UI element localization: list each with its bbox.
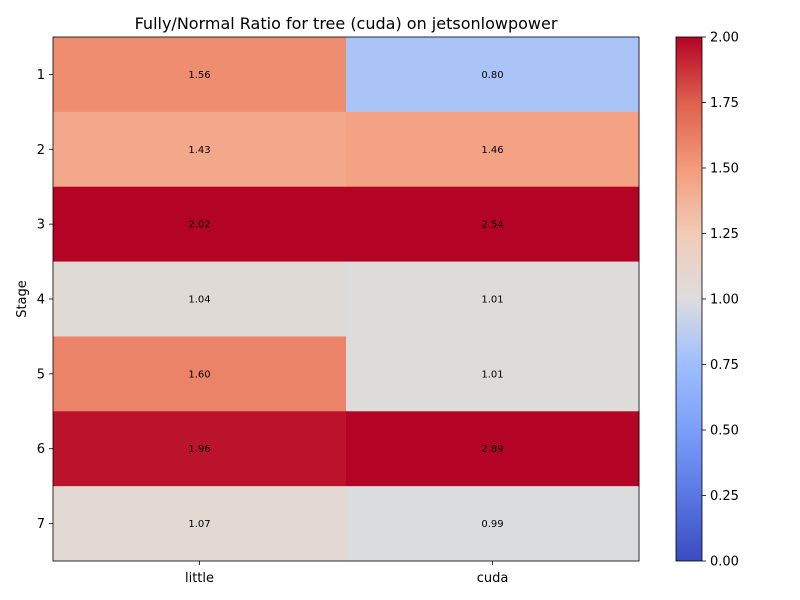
y-tick-label: 6 — [37, 442, 45, 457]
cell-value-label: 1.60 — [188, 369, 210, 380]
heatmap-cell — [346, 336, 640, 412]
colorbar-tick-label: 0.75 — [710, 358, 739, 373]
y-tick-label: 7 — [37, 517, 45, 532]
cell-value-label: 1.46 — [481, 145, 503, 156]
colorbar-tick-label: 0.25 — [710, 489, 739, 504]
cell-value-label: 1.01 — [481, 369, 503, 380]
cell-value-label: 1.96 — [188, 444, 210, 455]
cell-value-label: 1.01 — [481, 295, 503, 306]
cell-value-label: 2.02 — [188, 220, 210, 231]
cell-value-label: 1.43 — [188, 145, 210, 156]
cell-value-label: 0.80 — [481, 70, 503, 81]
heatmap-cell — [346, 261, 640, 337]
heatmap-cell — [53, 411, 347, 487]
y-tick-label: 3 — [37, 218, 45, 233]
heatmap-cells: 1.56 0.80 1.43 1.46 2.02 2.54 1.04 1.01 1.60 1.01… — [53, 37, 640, 562]
y-tick-label: 1 — [37, 68, 45, 83]
heatmap-cell — [346, 186, 640, 263]
heatmap-cell — [53, 261, 347, 337]
heatmap-cell — [346, 37, 640, 113]
y-tick-label: 5 — [37, 367, 45, 382]
cell-value-label: 2.89 — [481, 444, 503, 455]
heatmap-cell — [346, 111, 640, 188]
chart-title: Fully/Normal Ratio for tree (cuda) on je… — [135, 14, 558, 33]
colorbar-tick-label: 1.50 — [710, 162, 739, 177]
heatmap-cell — [53, 186, 347, 263]
cell-value-label: 1.07 — [188, 519, 210, 530]
heatmap-cell — [346, 486, 640, 562]
cell-value-label: 1.56 — [188, 70, 210, 81]
colorbar-tick-label: 0.00 — [710, 555, 739, 570]
y-tick-label: 2 — [37, 143, 45, 158]
x-tick-label: little — [185, 571, 214, 586]
heatmap-cell — [53, 37, 347, 113]
colorbar — [675, 36, 703, 562]
heatmap-cell — [53, 486, 347, 562]
colorbar-axis: 0.00 0.25 0.50 0.75 1.00 1.25 1.50 1.75 2.00 — [702, 31, 739, 570]
cell-value-label: 1.04 — [188, 295, 210, 306]
colorbar-tick-label: 0.50 — [710, 424, 739, 439]
y-axis: 1 2 3 4 5 6 7 — [37, 68, 53, 532]
heatmap-cell — [346, 411, 640, 487]
cell-value-label: 2.54 — [481, 220, 503, 231]
heatmap-cell — [53, 336, 347, 412]
cell-value-label: 0.99 — [481, 519, 503, 530]
x-tick-label: cuda — [477, 571, 509, 586]
colorbar-tick-label: 2.00 — [710, 31, 739, 46]
y-tick-label: 4 — [37, 293, 45, 308]
colorbar-tick-label: 1.75 — [710, 96, 739, 111]
colorbar-tick-label: 1.00 — [710, 293, 739, 308]
colorbar-tick-label: 1.25 — [710, 227, 739, 242]
x-axis: little cuda — [185, 561, 508, 586]
heatmap-cell — [53, 111, 347, 188]
y-axis-label: Stage — [15, 280, 30, 318]
